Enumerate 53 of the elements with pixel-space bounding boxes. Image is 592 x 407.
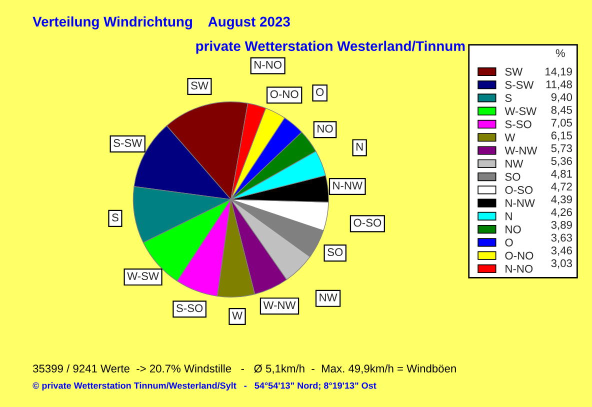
slice-label: S-SW: [114, 139, 142, 147]
legend-label: N-NW: [506, 199, 535, 207]
data-label: 4,26: [551, 208, 572, 218]
slice-label: O-NO: [270, 90, 298, 98]
slice-label: O-SO: [354, 218, 382, 227]
slice-label: S-SO: [176, 304, 203, 312]
legend-label: NO: [506, 225, 521, 234]
slice-label: SW: [191, 82, 208, 90]
data-label: 5,36: [551, 157, 572, 166]
data-label: 4,39: [551, 195, 572, 205]
chart-subtitle: private Wetterstation Westerland/Tinnum: [196, 40, 465, 54]
data-label: 3,63: [551, 234, 572, 243]
slice-label: NW: [320, 294, 338, 302]
legend-label: N: [506, 212, 512, 220]
legend-label: SO: [505, 172, 520, 181]
slice-label: N-NO: [254, 60, 282, 69]
data-label: 14,19: [546, 68, 572, 77]
data-label: 8,45: [551, 106, 572, 116]
data-label: 7,05: [551, 118, 572, 128]
legend-label: N-NO: [506, 264, 533, 273]
chart-title: Verteilung Windrichtung August 2023: [32, 16, 290, 30]
slice-label: O: [316, 88, 324, 96]
data-label: 9,40: [551, 93, 572, 102]
legend-label: S-SW: [505, 80, 534, 89]
data-label: 4,81: [551, 170, 572, 180]
legend-label: O-NO: [505, 252, 534, 260]
legend-label: W-NW: [504, 146, 538, 154]
slice-label: W-SW: [127, 272, 159, 280]
slice-label: W-NW: [263, 301, 296, 309]
slice-label: S: [112, 214, 118, 222]
data-label: 5,73: [551, 144, 572, 154]
data-label: 3,46: [551, 246, 572, 256]
legend-label: O-SO: [505, 186, 533, 194]
data-label: 6,15: [551, 132, 572, 141]
legend-label: NW: [506, 160, 524, 168]
data-label: 3,03: [551, 259, 572, 268]
slice-label: N-NW: [333, 182, 362, 190]
legend-label: SW: [505, 68, 523, 76]
slice-label: SO: [328, 248, 343, 256]
data-label: 3,89: [551, 220, 572, 230]
legend-label: W-SW: [504, 107, 537, 116]
text: 35399 / 9241 Werte -> 20.7% Windstille - Ø 5,1km/h - Max. 49,9km/h = Windböen: [32, 364, 456, 374]
slice-label: NO: [318, 124, 333, 133]
legend-label: S: [505, 94, 512, 102]
legend-label: W: [504, 134, 516, 142]
slice-label: W: [232, 312, 242, 320]
data-label: 11,48: [546, 80, 572, 90]
text: © private Wetterstation Tinnum/Westerland/Sylt - 54°54'13" Nord; 8°19'13" Ost: [32, 382, 376, 391]
data-label: 4,72: [551, 182, 572, 192]
slice-label: N: [356, 142, 363, 151]
legend-label: O: [505, 238, 513, 246]
legend-label: S-SO: [505, 120, 532, 128]
legend-title: %: [556, 49, 565, 58]
